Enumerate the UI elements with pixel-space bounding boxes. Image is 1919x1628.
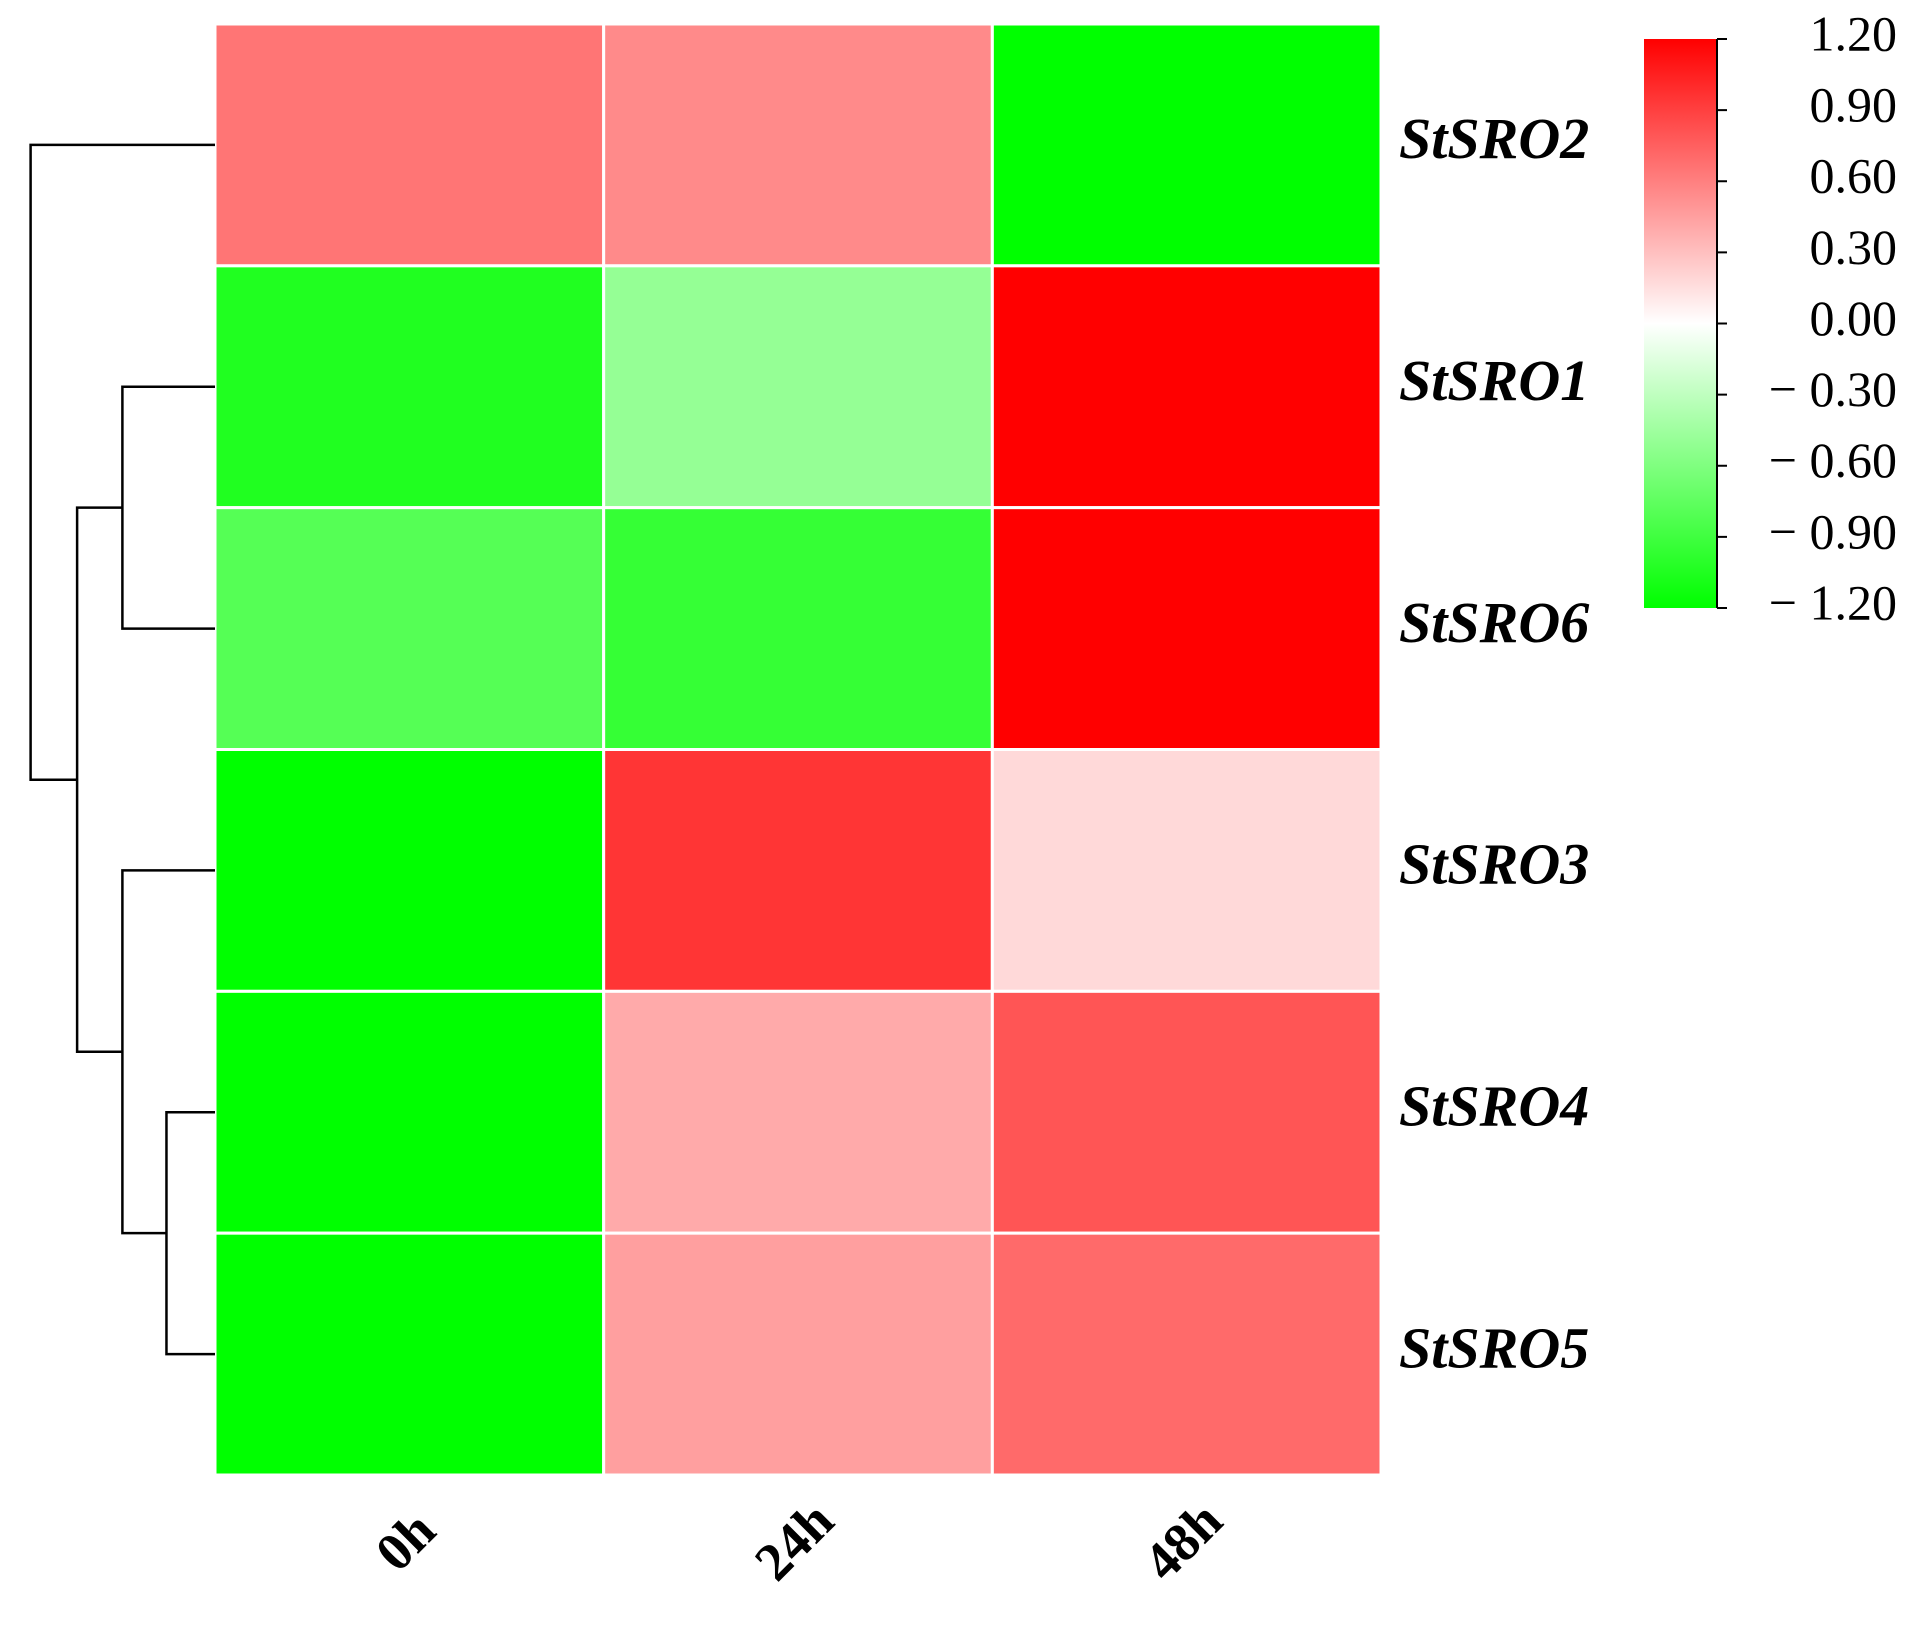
heatmap-cell: [990, 989, 1383, 1235]
heatmap-cell: [602, 989, 994, 1235]
heatmap-cell: [990, 264, 1383, 510]
heatmap-cell: [213, 748, 606, 993]
heatmap-cell: [213, 22, 606, 268]
heatmap-cell: [213, 989, 606, 1235]
colorbar-tick-label: 0.00: [1810, 290, 1898, 346]
dendrogram-branch: [165, 1111, 215, 1356]
colorbar-tick-label: 1.20: [1810, 5, 1898, 61]
column-label: 48h: [1132, 1490, 1234, 1592]
colorbar-tick-label: 0.90: [1810, 77, 1898, 133]
dendrogram-branch: [75, 506, 123, 1054]
colorbar-tick-label: − 1.20: [1769, 574, 1897, 630]
heatmap-cell: [602, 1231, 994, 1477]
column-label: 0h: [364, 1500, 447, 1583]
colorbar-tick-label: − 0.90: [1769, 503, 1897, 559]
heatmap-cell: [990, 506, 1383, 751]
dendrogram-branch: [121, 869, 215, 1235]
row-label: StSRO3: [1399, 832, 1589, 897]
heatmap-cell: [990, 748, 1383, 993]
column-label: 24h: [743, 1490, 845, 1592]
heatmap-cell: [990, 22, 1383, 268]
heatmap-cell: [602, 264, 994, 510]
heatmap-cell: [213, 264, 606, 510]
row-label: StSRO5: [1399, 1315, 1589, 1380]
row-label: StSRO1: [1399, 348, 1589, 413]
heatmap-cell: [602, 22, 994, 268]
heatmap-cell: [213, 506, 606, 751]
colorbar-tick-label: 0.60: [1810, 148, 1898, 204]
heatmap-cell: [602, 748, 994, 993]
colorbar: [1644, 39, 1717, 608]
dendrogram-branch: [29, 143, 215, 781]
row-label: StSRO6: [1399, 590, 1589, 655]
colorbar-tick-label: − 0.30: [1769, 361, 1897, 417]
heatmap-cell: [213, 1231, 606, 1477]
heatmap-cell: [990, 1231, 1383, 1477]
row-label: StSRO4: [1399, 1074, 1589, 1139]
row-label: StSRO2: [1399, 106, 1589, 171]
colorbar-tick-label: − 0.60: [1769, 432, 1897, 488]
heatmap-cell: [602, 506, 994, 751]
colorbar-tick-label: 0.30: [1810, 219, 1898, 275]
dendrogram-branch: [121, 385, 215, 630]
